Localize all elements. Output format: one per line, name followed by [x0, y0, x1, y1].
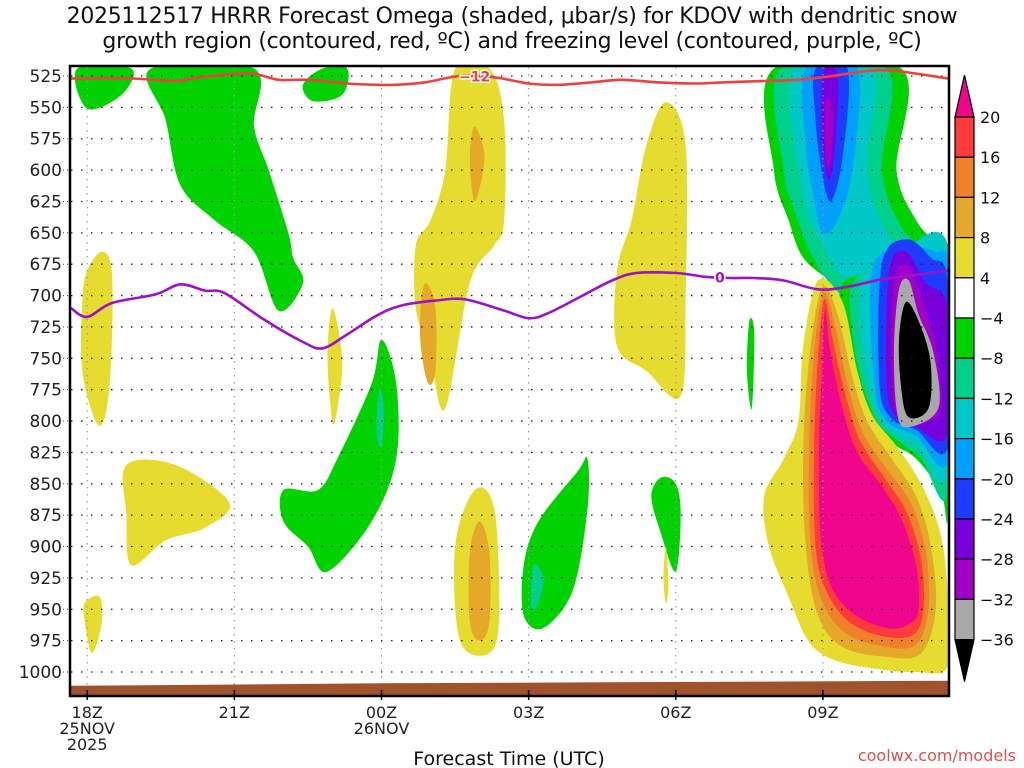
x-tick-label: 06Z: [660, 703, 691, 722]
colorbar-label: −8: [980, 349, 1004, 368]
colorbar-swatch: [954, 357, 975, 400]
y-tick-label: 625: [30, 192, 62, 212]
terrain-fill: [71, 680, 948, 695]
chart-title: 2025112517 HRRR Forecast Omega (shaded, …: [0, 4, 1024, 54]
terrain: [71, 680, 948, 695]
colorbar-over-arrow: [954, 74, 975, 118]
ascent-ring: [824, 98, 834, 168]
contour-line: [71, 269, 948, 350]
colorbar-label: −4: [980, 309, 1004, 328]
y-tick-label: 925: [30, 569, 62, 589]
y-tick-label: 650: [30, 224, 62, 244]
shaded-region: [302, 67, 349, 102]
y-tick-label: 600: [30, 161, 62, 181]
y-tick-label: 800: [30, 412, 62, 432]
colorbar-label: −20: [980, 470, 1014, 489]
shaded-region: [146, 67, 304, 312]
colorbar-swatch: [954, 438, 975, 480]
colorbar-swatch: [954, 518, 975, 560]
colorbar-label: 8: [980, 229, 990, 248]
colorbar-swatch: [954, 277, 975, 319]
shaded-region: [279, 339, 399, 573]
shaded-region: [80, 251, 113, 426]
x-tick-label: 03Z: [513, 703, 544, 722]
grid: [71, 67, 948, 695]
shaded-region: [419, 283, 437, 385]
colorbar-label: −36: [980, 631, 1014, 650]
colorbar-swatch: [954, 116, 975, 158]
colorbar-label: −16: [980, 430, 1014, 449]
ascent-ring: [898, 301, 932, 419]
colorbar-under-arrow: [954, 638, 975, 682]
colorbar-label: −24: [980, 510, 1014, 529]
y-tick-label: 950: [30, 600, 62, 620]
shaded-region: [122, 459, 231, 566]
shaded-region: [614, 102, 688, 400]
x-tick-label: 00Z: [366, 703, 397, 722]
x-tick-label: 21Z: [219, 703, 250, 722]
x-tick-label: 09Z: [807, 703, 838, 722]
colorbar-swatch: [954, 558, 975, 601]
colorbar-swatch: [954, 598, 975, 641]
colorbar-swatch: [954, 317, 975, 359]
shaded-region: [327, 308, 343, 425]
y-tick-label: 700: [30, 287, 62, 307]
x-axis-label: Forecast Time (UTC): [413, 748, 604, 768]
y-tick-label: 825: [30, 443, 62, 463]
y-tick-label: 775: [30, 381, 62, 401]
credit-link[interactable]: coolwx.com/models: [858, 746, 1016, 765]
shaded-region: [468, 521, 491, 641]
colorbar-label: 20: [980, 108, 1000, 127]
y-tick-label: 850: [30, 475, 62, 495]
shaded-region: [746, 317, 755, 410]
colorbar-swatch: [954, 397, 975, 440]
colorbar-label: 16: [980, 148, 1000, 167]
colorbar-label: −28: [980, 550, 1014, 569]
shaded-region: [530, 563, 544, 612]
y-axis: 525 550 575 600 625 650 675 700 725 750 775 800 825 8…: [19, 67, 70, 683]
y-tick-label: 675: [30, 255, 62, 275]
y-tick-label: 525: [30, 67, 62, 87]
y-tick-label: 750: [30, 349, 62, 369]
colorbar-swatch: [954, 237, 975, 279]
y-tick-label: 875: [30, 506, 62, 526]
shaded-region: [83, 595, 103, 654]
descent-ring: [818, 310, 920, 629]
x-tick-label: 26NOV: [354, 719, 410, 738]
colorbar-label: −12: [980, 389, 1014, 408]
plot-frame: [68, 64, 951, 698]
shaded-region: [376, 388, 384, 448]
y-tick-label: 550: [30, 98, 62, 118]
x-tick-label: 2025: [67, 735, 108, 754]
title-line-2: growth region (contoured, red, ºC) and f…: [102, 29, 922, 54]
contour-label: 0: [715, 271, 725, 287]
y-tick-label: 575: [30, 130, 62, 150]
title-line-1: 2025112517 HRRR Forecast Omega (shaded, …: [66, 4, 958, 29]
y-tick-label: 900: [30, 538, 62, 558]
colorbar-label: 12: [980, 188, 1000, 207]
shaded-region: [663, 546, 669, 604]
contours: −12 0: [71, 68, 948, 350]
colorbar-label: −32: [980, 590, 1014, 609]
y-tick-label: 1000: [19, 663, 62, 683]
y-tick-label: 725: [30, 318, 62, 338]
colorbar-swatch: [954, 196, 975, 239]
colorbar: 20 16 12 8 4 −4 −8 −12 −16 −20 −24 −28 −32 −36: [954, 74, 1014, 682]
x-tick-label: 25NOV: [59, 719, 115, 738]
shaded-regions: [74, 67, 835, 656]
shaded-region: [651, 476, 681, 572]
shaded-region: [469, 126, 485, 202]
y-tick-label: 975: [30, 632, 62, 652]
colorbar-swatch: [954, 478, 975, 520]
colorbar-label: 4: [980, 269, 990, 288]
colorbar-swatch: [954, 156, 975, 198]
contour-label: −12: [459, 70, 490, 86]
contour-line: [71, 68, 948, 87]
x-tick-label: 18Z: [72, 703, 103, 722]
